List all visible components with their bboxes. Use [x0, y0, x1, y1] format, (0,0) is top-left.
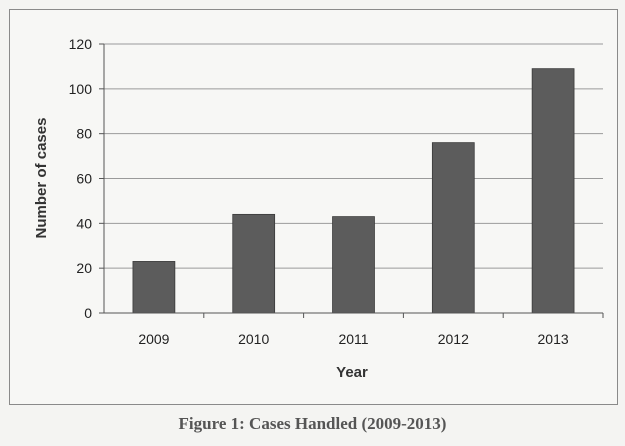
- axes: [99, 43, 604, 318]
- x-tick-label: 2013: [538, 331, 569, 347]
- x-tick-label: 2012: [438, 331, 469, 347]
- x-axis-title: Year: [336, 364, 368, 381]
- x-tick-label: 2011: [338, 331, 368, 347]
- bars: [132, 68, 575, 314]
- y-tick-label: 100: [69, 81, 93, 97]
- chart-frame: [9, 9, 618, 405]
- x-tick-label: 2009: [138, 331, 169, 347]
- bar-2012: [431, 142, 475, 314]
- y-tick-label: 60: [76, 171, 92, 187]
- y-tick-label: 40: [76, 215, 92, 231]
- bar-2011: [332, 216, 375, 314]
- figure-caption: Figure 1: Cases Handled (2009-2013): [178, 414, 447, 433]
- bar-2010: [232, 213, 276, 314]
- y-axis-title: Number of cases: [33, 118, 50, 239]
- y-tick-label: 120: [69, 36, 93, 52]
- y-tick-label: 20: [76, 260, 92, 276]
- gridlines: [104, 43, 603, 269]
- y-tick-label: 0: [84, 305, 92, 321]
- bar-2009: [132, 261, 176, 314]
- y-tick-label: 80: [76, 126, 92, 142]
- bar-2013: [531, 68, 575, 314]
- tick-labels: 0 20 40 60 80 100 120 2009 2010 2011 2012 2013: [69, 36, 569, 347]
- x-tick-label: 2010: [238, 331, 269, 347]
